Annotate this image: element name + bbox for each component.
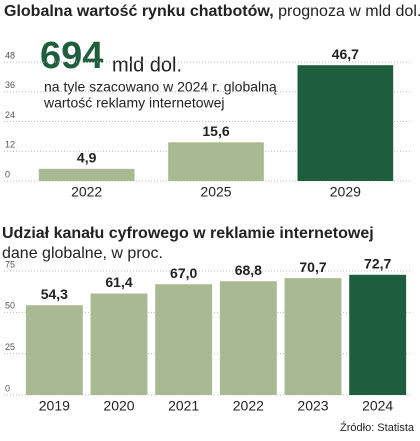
chart-title: Udział kanału cyfrowego w reklamie inter… [2,225,374,242]
value-label: 70,7 [299,259,326,275]
annotation-line: na tyle szacowano w 2024 r. globalną [44,79,277,95]
x-tick-label: 2029 [330,184,361,200]
x-tick-label: 2021 [168,398,199,414]
bar [168,142,264,181]
title-note: prognoza w mld dol. [278,3,420,20]
value-label: 72,7 [364,256,391,272]
chart-subtitle: dane globalne, w proc. [2,245,163,262]
value-label: 68,8 [235,262,262,278]
source: Źródło: Statista [340,421,415,434]
y-tick-label: 25 [5,342,15,352]
y-tick-label: 75 [5,259,15,269]
y-tick-label: 36 [5,80,15,90]
title-bold: Globalna wartość rynku chatbotów, [4,3,274,20]
chart-title: Globalna wartość rynku chatbotów, progno… [4,3,420,20]
value-label: 67,0 [170,265,197,281]
y-tick-label: 0 [5,383,10,393]
bar [349,274,407,395]
value-label: 46,7 [332,46,359,62]
y-tick-label: 50 [5,301,15,311]
y-tick-label: 24 [5,110,15,120]
x-tick-label: 2025 [200,184,231,200]
value-label: 4,9 [77,150,97,166]
x-tick-label: 2022 [233,398,264,414]
bar [38,168,135,181]
annotation-value: 694 [40,35,103,77]
bar [284,278,342,395]
annotation-unit: mld dol. [112,54,182,76]
bar [219,281,277,395]
x-tick-label: 2023 [297,398,328,414]
bar [297,65,394,181]
x-tick-label: 2020 [103,398,134,414]
y-tick-label: 12 [5,140,15,150]
x-tick-label: 2019 [39,398,70,414]
value-label: 61,4 [105,274,132,290]
y-tick-label: 0 [5,169,10,179]
annotation-line: wartość reklamy internetowej [43,95,225,111]
bar [90,293,148,395]
bar [25,305,83,395]
x-tick-label: 2024 [362,398,393,414]
value-label: 54,3 [41,286,68,302]
value-label: 15,6 [202,123,229,139]
y-tick-label: 48 [5,50,15,60]
x-tick-label: 2022 [71,184,102,200]
bar [155,284,213,395]
